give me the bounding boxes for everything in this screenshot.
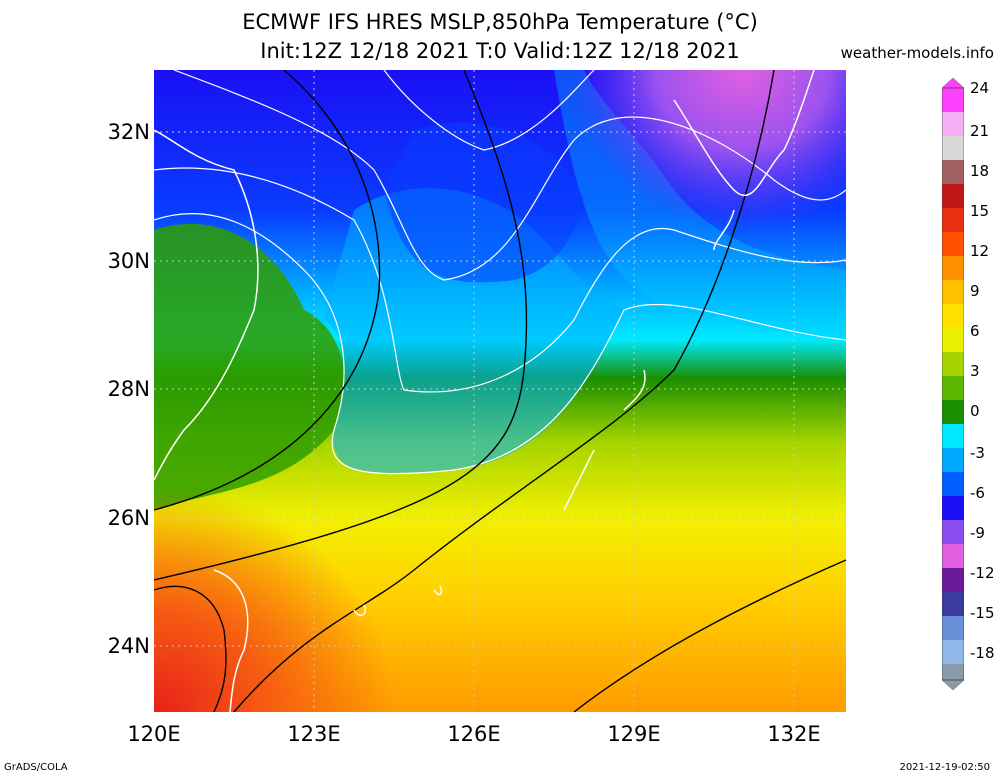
temperature-map bbox=[154, 70, 846, 712]
lat-label: 30N bbox=[107, 249, 150, 273]
colorbar-label: 15 bbox=[970, 202, 990, 220]
colorbar-label: 24 bbox=[970, 79, 990, 97]
colorbar-label: 0 bbox=[970, 402, 980, 420]
lon-label: 129E bbox=[607, 722, 661, 746]
site-label: weather-models.info bbox=[840, 44, 994, 62]
colorbar-label: 6 bbox=[970, 322, 980, 340]
colorbar-label: 21 bbox=[970, 122, 990, 140]
lon-label: 123E bbox=[287, 722, 341, 746]
colorbar-label: 12 bbox=[970, 242, 990, 260]
footer-right: 2021-12-19-02:50 bbox=[899, 762, 990, 773]
map-title: ECMWF IFS HRES MSLP,850hPa Temperature (… bbox=[242, 10, 758, 34]
lon-label: 126E bbox=[447, 722, 501, 746]
colorbar-label: -6 bbox=[970, 484, 985, 502]
colorbar-label: 18 bbox=[970, 162, 990, 180]
map-subtitle: Init:12Z 12/18 2021 T:0 Valid:12Z 12/18 … bbox=[260, 39, 740, 63]
colorbar-label: 9 bbox=[970, 282, 980, 300]
lat-label: 26N bbox=[107, 506, 150, 530]
colorbar-label: -18 bbox=[970, 644, 995, 662]
colorbar-label: 3 bbox=[970, 362, 980, 380]
lat-label: 32N bbox=[107, 120, 150, 144]
colorbar-label: -9 bbox=[970, 524, 985, 542]
color-bar bbox=[942, 78, 964, 690]
colorbar-label: -15 bbox=[970, 604, 995, 622]
lon-label: 132E bbox=[767, 722, 821, 746]
lat-label: 28N bbox=[107, 377, 150, 401]
footer-left: GrADS/COLA bbox=[4, 762, 68, 773]
colorbar-label: -12 bbox=[970, 564, 995, 582]
lon-label: 120E bbox=[127, 722, 181, 746]
lat-label: 24N bbox=[107, 634, 150, 658]
colorbar-label: -3 bbox=[970, 444, 985, 462]
